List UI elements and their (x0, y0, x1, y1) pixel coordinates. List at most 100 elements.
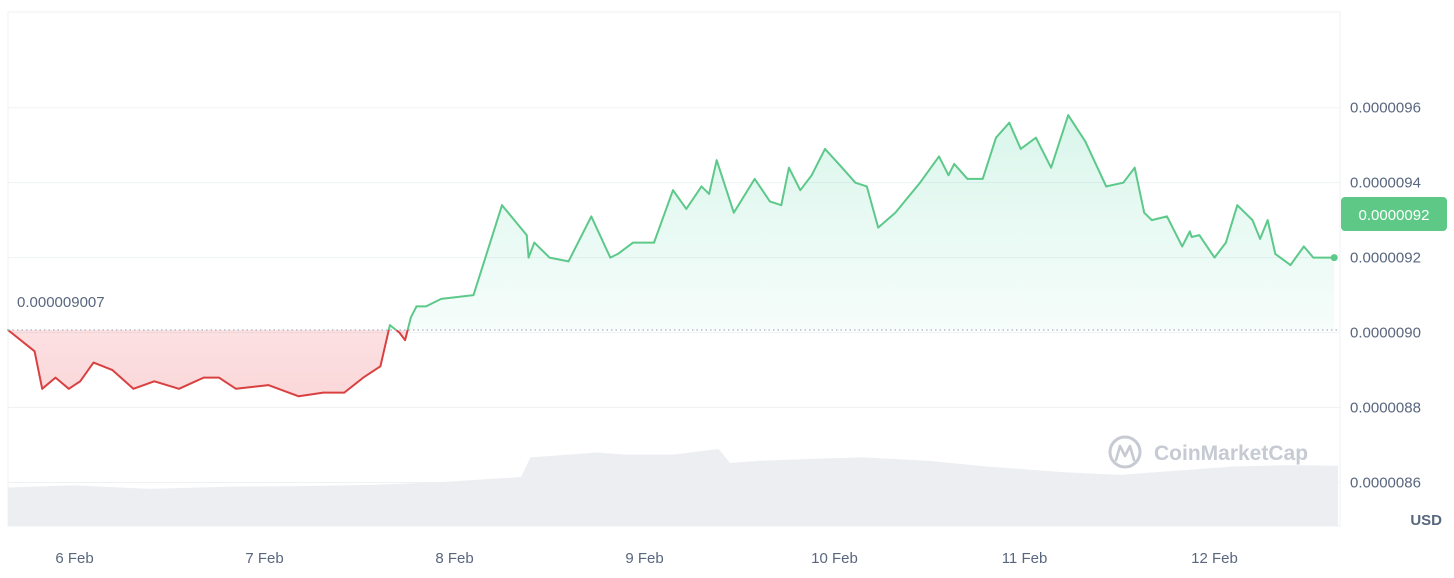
price-point-78 (1190, 236, 1193, 238)
price-point-1 (33, 350, 36, 353)
x-tick-label-3: 9 Feb (625, 550, 663, 567)
price-point-38 (653, 241, 655, 244)
price-point-55 (877, 226, 880, 229)
coinmarketcap-logo-wave (1114, 444, 1136, 462)
price-point-86 (1274, 253, 1277, 255)
price-point-89 (1312, 256, 1315, 259)
price-point-54 (865, 185, 868, 188)
price-point-13 (235, 387, 237, 390)
price-point-60 (953, 163, 956, 165)
price-point-66 (1035, 136, 1037, 139)
price-point-41 (700, 185, 703, 188)
price-point-32 (548, 256, 551, 259)
price-point-64 (1008, 121, 1011, 124)
price-point-33 (567, 260, 570, 263)
price-point-40 (685, 208, 688, 210)
x-tick-label-4: 10 Feb (811, 550, 858, 567)
price-point-30 (527, 256, 530, 259)
price-point-35 (609, 256, 612, 259)
price-point-18 (362, 376, 365, 379)
price-point-6 (92, 361, 95, 364)
coinmarketcap-logo-icon (1108, 435, 1142, 469)
price-point-58 (938, 155, 940, 158)
price-point-50 (810, 174, 813, 177)
price-point-15 (297, 395, 300, 398)
price-point-12 (218, 376, 220, 379)
price-point-87 (1289, 264, 1292, 266)
y-tick-label-5: 0.0000086 (1350, 475, 1421, 492)
price-point-7 (111, 369, 114, 371)
y-tick-label-0: 0.0000096 (1350, 100, 1421, 117)
price-point-73 (1143, 211, 1146, 214)
price-point-9 (153, 380, 156, 383)
price-point-16 (322, 391, 325, 394)
price-point-68 (1067, 114, 1070, 117)
price-point-76 (1181, 245, 1184, 248)
price-point-85 (1266, 219, 1269, 222)
price-area (8, 115, 1335, 397)
price-point-44 (732, 211, 735, 214)
y-tick-label-3: 0.0000090 (1350, 325, 1421, 342)
price-point-90 (1327, 256, 1330, 259)
price-point-79 (1198, 234, 1201, 237)
x-tick-label-6: 12 Feb (1191, 550, 1238, 567)
x-tick-label-0: 6 Feb (55, 550, 93, 567)
price-point-53 (854, 181, 857, 184)
price-point-77 (1188, 230, 1191, 233)
price-point-49 (799, 189, 802, 192)
price-point-25 (425, 305, 427, 308)
price-point-20 (389, 324, 391, 326)
price-point-84 (1259, 238, 1261, 240)
price-point-48 (788, 166, 790, 169)
current-price-marker (1330, 254, 1338, 262)
price-point-34 (590, 215, 593, 218)
price-point-82 (1236, 204, 1239, 207)
price-point-69 (1084, 140, 1087, 143)
price-point-21 (398, 331, 401, 334)
price-point-29 (525, 234, 528, 237)
volume-area (8, 449, 1338, 526)
price-point-3 (54, 376, 57, 379)
price-point-80 (1213, 256, 1216, 259)
price-point-61 (966, 178, 969, 180)
price-point-45 (753, 178, 756, 180)
price-point-56 (894, 211, 897, 214)
x-axis: 6 Feb 7 Feb 8 Feb 9 Feb 10 Feb 11 Feb 12 Feb (55, 550, 1238, 567)
price-point-46 (769, 200, 771, 203)
price-point-39 (672, 189, 674, 192)
price-point-8 (132, 387, 135, 390)
price-point-88 (1302, 245, 1305, 248)
price-point-26 (440, 298, 443, 300)
price-area-down (8, 329, 1335, 397)
current-price-badge-bg (1341, 197, 1447, 231)
price-point-42 (708, 193, 710, 195)
coinmarketcap-watermark: CoinMarketCap (1108, 435, 1308, 469)
price-point-75 (1166, 215, 1168, 218)
price-point-63 (995, 136, 997, 139)
price-point-19 (379, 365, 382, 368)
price-point-62 (981, 178, 984, 180)
price-point-31 (533, 241, 536, 244)
y-tick-label-4: 0.0000088 (1350, 400, 1421, 417)
watermark-text: CoinMarketCap (1154, 442, 1308, 465)
x-tick-label-2: 8 Feb (435, 550, 473, 567)
price-point-23 (409, 316, 412, 319)
price-point-72 (1133, 166, 1136, 169)
price-point-81 (1225, 241, 1227, 244)
price-point-37 (632, 241, 634, 244)
price-point-17 (343, 391, 346, 394)
price-point-74 (1150, 219, 1153, 222)
price-point-5 (79, 380, 82, 383)
price-point-71 (1122, 181, 1125, 184)
price-point-51 (824, 148, 826, 150)
price-point-52 (841, 166, 843, 169)
price-point-14 (267, 384, 270, 386)
price-point-28 (501, 204, 503, 207)
y-tick-label-1: 0.0000094 (1350, 175, 1421, 192)
x-tick-label-1: 7 Feb (245, 550, 283, 567)
price-point-83 (1251, 219, 1254, 222)
price-point-65 (1019, 148, 1022, 150)
currency-unit: USD (1410, 512, 1442, 529)
x-tick-label-5: 11 Feb (1002, 550, 1048, 567)
